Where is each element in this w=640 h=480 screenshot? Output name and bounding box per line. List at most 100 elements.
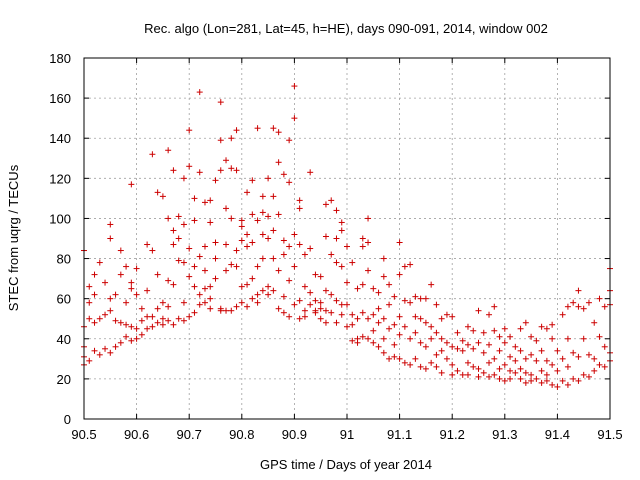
data-point [349, 311, 356, 318]
data-point [259, 193, 266, 200]
data-point [138, 317, 145, 324]
data-point [486, 311, 493, 318]
data-point [254, 299, 261, 306]
data-point [575, 287, 582, 294]
data-point [417, 339, 424, 346]
data-point [575, 377, 582, 384]
data-point [585, 373, 592, 380]
data-point [596, 333, 603, 340]
data-point [438, 335, 445, 342]
data-point [180, 259, 187, 266]
data-point [291, 301, 298, 308]
data-points [81, 83, 613, 390]
data-point [159, 299, 166, 306]
data-point [91, 347, 98, 354]
data-point [517, 325, 524, 332]
data-point [317, 273, 324, 280]
y-tick-label: 20 [57, 372, 71, 387]
data-point [354, 285, 361, 292]
data-point [91, 291, 98, 298]
data-point [170, 321, 177, 328]
data-point [375, 319, 382, 326]
data-point [201, 285, 208, 292]
data-point [123, 263, 130, 270]
data-point [149, 247, 156, 254]
data-point [344, 323, 350, 330]
data-point [407, 335, 414, 342]
data-point [191, 309, 198, 316]
data-point [249, 211, 256, 218]
data-point [301, 283, 308, 290]
data-point [212, 239, 219, 246]
data-point [138, 331, 145, 338]
grid-lines [84, 58, 610, 419]
data-point [191, 263, 198, 270]
data-point [333, 319, 340, 326]
data-point [270, 287, 277, 294]
data-point [165, 147, 172, 154]
data-point [196, 89, 203, 96]
data-point [280, 251, 287, 258]
data-point [486, 341, 493, 348]
data-point [107, 349, 114, 356]
data-point [412, 313, 419, 320]
data-point [154, 305, 161, 312]
data-point [296, 297, 303, 304]
data-point [154, 319, 161, 326]
data-point [296, 205, 303, 212]
y-tick-label: 60 [57, 292, 71, 307]
data-point [359, 281, 366, 288]
data-point [180, 299, 187, 306]
data-point [428, 323, 435, 330]
data-point [265, 175, 272, 182]
y-tick-label: 120 [49, 171, 71, 186]
data-point [428, 281, 435, 288]
data-point [601, 343, 608, 350]
data-point [428, 335, 435, 342]
data-point [464, 359, 471, 366]
data-point [170, 167, 177, 174]
data-point [128, 285, 135, 292]
axis-ticks: 90.5 90.6 90.7 90.8 90.9 91 91.1 91.2 91.3 91.4 91… [49, 51, 622, 442]
data-point [417, 363, 424, 370]
data-point [538, 367, 545, 374]
data-point [449, 361, 456, 368]
data-point [386, 281, 393, 288]
data-point [391, 353, 398, 360]
data-point [322, 201, 329, 208]
data-point [570, 349, 577, 356]
data-point [180, 221, 187, 228]
data-point [165, 303, 172, 310]
data-point [575, 353, 582, 360]
data-point [475, 373, 482, 380]
data-point [102, 279, 109, 286]
data-point [380, 349, 387, 356]
data-point [454, 329, 461, 336]
data-point [238, 283, 245, 290]
data-point [259, 209, 266, 216]
x-tick-label: 90.8 [229, 427, 254, 442]
data-point [459, 371, 466, 378]
data-point [244, 281, 251, 288]
data-point [522, 379, 529, 386]
data-point [459, 347, 466, 354]
data-point [522, 369, 529, 376]
data-point [365, 239, 372, 246]
data-point [365, 335, 372, 342]
data-point [296, 197, 303, 204]
data-point [207, 295, 214, 302]
data-point [491, 355, 498, 362]
data-point [244, 231, 251, 238]
data-point [449, 343, 456, 350]
data-point [96, 315, 103, 322]
data-point [375, 289, 382, 296]
data-point [359, 333, 366, 340]
data-point [543, 357, 550, 364]
data-point [312, 271, 319, 278]
data-point [528, 377, 535, 384]
data-point [396, 331, 403, 338]
data-point [443, 339, 450, 346]
data-point [275, 159, 282, 166]
data-point [417, 315, 424, 322]
y-tick-label: 160 [49, 91, 71, 106]
